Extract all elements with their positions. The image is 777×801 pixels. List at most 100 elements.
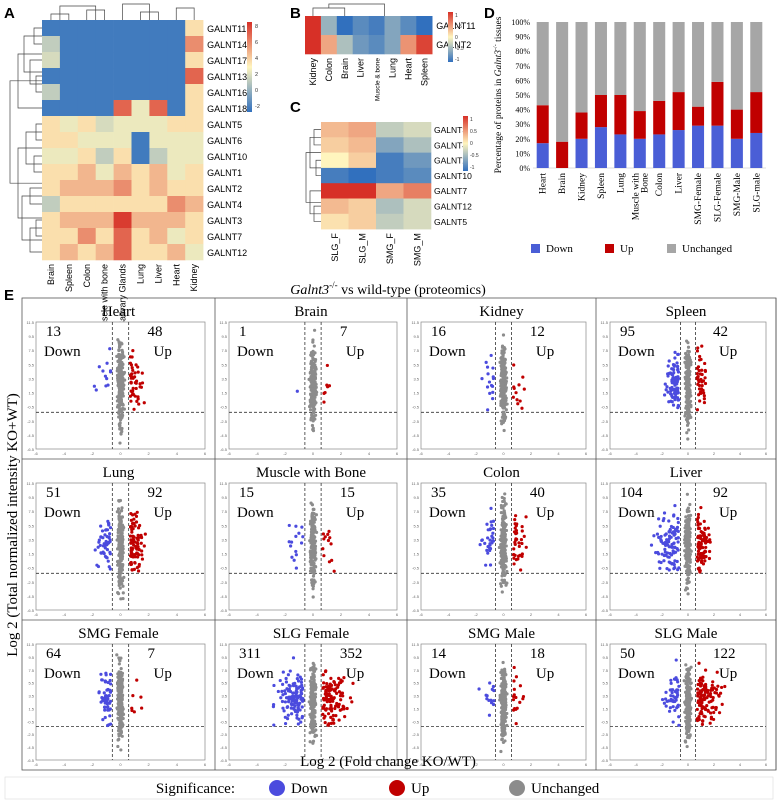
volcano-point-unchanged (312, 393, 316, 397)
bar-d-ytick: 40% (515, 106, 530, 115)
volcano-point-unchanged (688, 502, 692, 507)
volcano-point-up (707, 556, 712, 561)
bar-d-category-label: Muscle with (631, 173, 641, 220)
volcano-ytick: 7.5 (221, 668, 227, 673)
volcano-xtick: 4 (368, 612, 371, 617)
volcano-point-unchanged (498, 697, 502, 701)
volcano-point-unchanged (119, 565, 123, 569)
volcano-point-down (677, 566, 681, 570)
heat-a-cell (113, 20, 132, 37)
heat-a-cell (42, 212, 61, 229)
volcano-point-up (701, 388, 705, 392)
volcano-ytick: 11.5 (220, 320, 228, 325)
volcano-xtick: -4 (447, 612, 451, 617)
volcano-point-down (489, 506, 493, 510)
heat-c-cell (348, 122, 377, 138)
volcano-point-up (697, 393, 701, 397)
volcano-point-up (696, 682, 700, 687)
volcano-point-up (323, 669, 328, 674)
volcano-point-down (669, 694, 673, 698)
volcano-point-down (676, 364, 680, 369)
volcano-point-up (139, 695, 143, 699)
volcano-point-unchanged (309, 578, 314, 582)
heat-a-cell (77, 68, 96, 85)
volcano-point-down (279, 696, 283, 700)
volcano-point-up (696, 382, 700, 386)
volcano-ytick: 3.5 (221, 376, 227, 381)
volcano-xtick: 2 (713, 612, 716, 617)
volcano-point-unchanged (501, 385, 505, 389)
volcano-point-unchanged (308, 398, 312, 402)
volcano-ytick: 3.5 (28, 694, 34, 699)
volcano-point-unchanged (502, 708, 506, 712)
heat-c-cell (403, 122, 432, 138)
volcano-point-unchanged (314, 733, 319, 738)
volcano-down-word: Down (429, 666, 466, 682)
volcano-point-up (325, 700, 329, 704)
heat-a-col-label: Muscle with bone (100, 264, 110, 334)
bar-d-segment-unchanged (711, 22, 724, 82)
volcano-point-unchanged (501, 547, 505, 552)
volcano-point-down (300, 683, 304, 687)
bar-d-segment-up (711, 81, 724, 126)
volcano-point-unchanged (115, 697, 120, 701)
volcano-point-down (675, 386, 679, 390)
bar-d-category-label: Bone (640, 173, 650, 193)
volcano-down-word: Down (44, 344, 81, 360)
volcano-point-unchanged (313, 703, 318, 707)
volcano-point-unchanged (501, 716, 505, 720)
volcano-ytick: 1.5 (28, 706, 34, 711)
volcano-point-unchanged (311, 372, 315, 377)
volcano-point-unchanged (685, 559, 689, 563)
bar-d-legend-label: Up (620, 243, 634, 255)
heat-a-cell (42, 164, 61, 181)
bar-d-ytick: 70% (515, 62, 530, 71)
volcano-point-up (132, 535, 136, 539)
volcano-point-down (655, 532, 660, 536)
bar-d-legend-swatch (667, 244, 676, 253)
volcano-xtick: 6 (585, 612, 588, 617)
volcano-xtick: -2 (91, 451, 95, 456)
volcano-point-unchanged (684, 412, 688, 416)
bar-d-category-label: Brain (558, 173, 568, 194)
volcano-point-unchanged (686, 391, 690, 395)
volcano-ytick: 1.5 (221, 391, 227, 396)
bar-d-segment-unchanged (672, 22, 685, 93)
volcano-point-down (488, 538, 492, 542)
heat-c-cell (403, 167, 432, 184)
volcano-ytick: 9.5 (28, 495, 34, 500)
volcano-point-up (329, 721, 333, 725)
volcano-point-down (665, 699, 669, 703)
volcano-point-down (106, 680, 110, 685)
volcano-point-down (288, 669, 292, 673)
volcano-ytick: -2.5 (601, 580, 609, 585)
volcano-down-word: Down (429, 505, 466, 521)
volcano-point-down (291, 682, 295, 686)
volcano-point-unchanged (310, 714, 315, 719)
heat-b-cell (384, 16, 401, 36)
volcano-point-up (696, 512, 701, 517)
volcano-ytick: 3.5 (28, 537, 34, 542)
volcano-point-unchanged (685, 375, 689, 379)
volcano-point-unchanged (501, 531, 505, 535)
volcano-point-unchanged (119, 341, 123, 345)
volcano-point-up (328, 684, 332, 688)
volcano-point-up (518, 684, 523, 688)
heat-a-cell (77, 180, 96, 197)
volcano-point-up (322, 554, 326, 558)
volcano-point-down (285, 705, 289, 710)
heat-a-cell (167, 52, 186, 69)
volcano-point-up (714, 706, 718, 710)
volcano-point-up (133, 560, 137, 565)
panel-label-e: E (4, 287, 14, 304)
heat-a-cell (185, 228, 204, 245)
volcano-point-down (671, 720, 675, 724)
volcano-point-down (289, 702, 293, 706)
volcano-point-up (136, 538, 140, 542)
heat-a-cell (77, 212, 96, 229)
volcano-point-unchanged (118, 368, 122, 373)
volcano-point-down (102, 691, 106, 695)
bar-d-ytick: 30% (515, 120, 530, 129)
volcano-point-unchanged (118, 726, 122, 730)
volcano-ytick: 9.5 (221, 334, 227, 339)
